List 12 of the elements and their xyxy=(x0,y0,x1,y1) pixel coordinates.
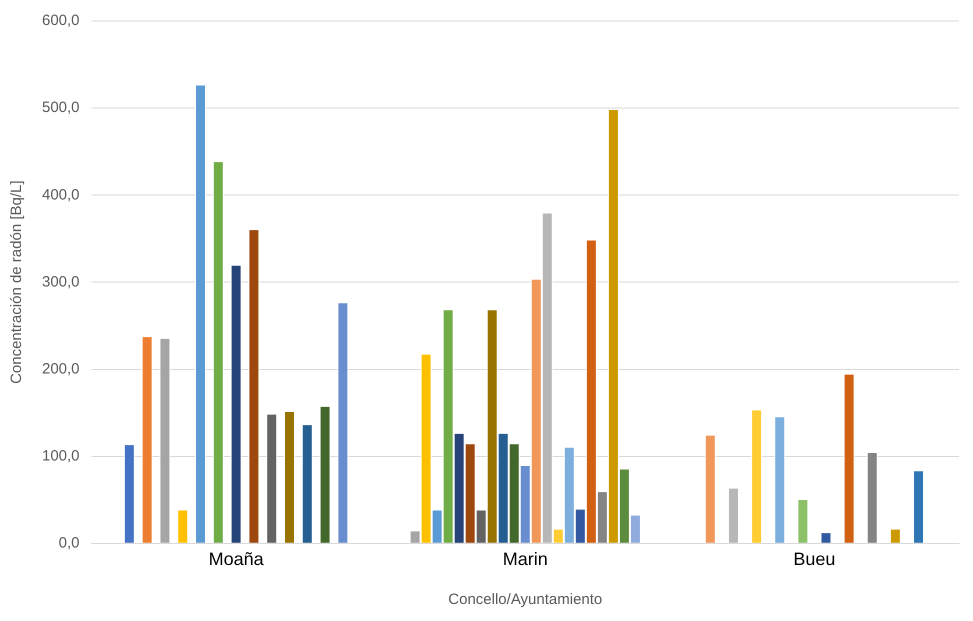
y-tick-label: 100,0 xyxy=(42,447,80,464)
y-tick-label: 200,0 xyxy=(42,360,80,378)
x-tick-label: Bueu xyxy=(793,549,836,570)
y-tick-label: 0,0 xyxy=(58,534,80,552)
y-tick-label: 400,0 xyxy=(42,186,80,204)
y-axis-title: Concentración de radón [Bq/L] xyxy=(8,180,26,384)
x-axis-title: Concello/Ayuntamiento xyxy=(448,591,602,608)
x-tick-label: Marin xyxy=(502,549,548,570)
x-tick-label: Moaña xyxy=(208,549,265,570)
y-tick-label: 300,0 xyxy=(42,273,80,290)
y-tick-label: 500,0 xyxy=(42,99,80,116)
y-tick-label: 600,0 xyxy=(42,12,80,30)
